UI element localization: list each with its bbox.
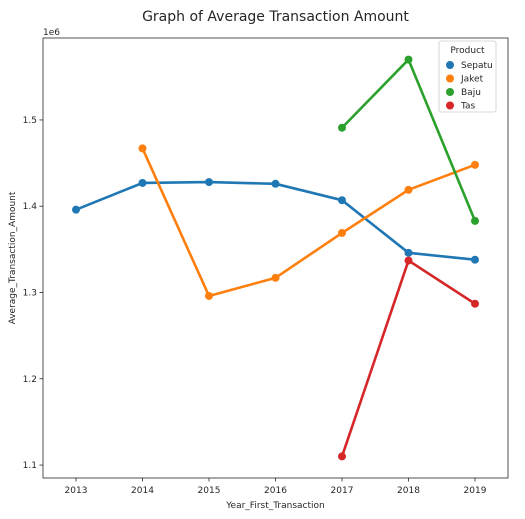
series-baju: [338, 55, 479, 225]
x-tick-label: 2018: [397, 486, 420, 496]
legend-marker: [446, 101, 454, 110]
data-point: [404, 185, 413, 194]
data-point: [271, 273, 280, 282]
data-point: [205, 291, 213, 300]
x-axis-label: Year_First_Transaction: [225, 501, 324, 511]
legend: Product Sepatu Jaket Baju Tas: [438, 40, 497, 113]
data-point: [138, 178, 147, 187]
y-axis-label: Average_Transaction_Amount: [8, 191, 18, 324]
series-group: [72, 55, 479, 461]
series-line: [340, 259, 477, 458]
x-tick-label: 2019: [464, 486, 487, 496]
data-point: [471, 299, 479, 308]
data-point: [471, 160, 479, 169]
legend-item-sepatu: Sepatu: [446, 61, 493, 71]
series-jaket: [138, 144, 479, 300]
legend-label: Jaket: [460, 75, 484, 85]
legend-label: Baju: [461, 88, 481, 98]
data-point: [338, 123, 346, 132]
y-tick-label: 1.2: [23, 375, 37, 385]
series-line: [74, 180, 477, 262]
data-point: [404, 256, 413, 265]
data-point: [338, 452, 346, 461]
x-tick-label: 2014: [131, 486, 154, 496]
series-sepatu: [72, 178, 479, 264]
x-axis-ticks: 2013 2014 2015 2016 2017 2018 2019: [65, 478, 487, 496]
data-point: [205, 178, 213, 187]
x-tick-label: 2013: [65, 486, 88, 496]
legend-item-jaket: Jaket: [446, 74, 484, 85]
legend-label: Sepatu: [461, 61, 493, 71]
legend-items: Sepatu Jaket Baju Tas: [446, 61, 493, 112]
y-axis-ticks: 1.1 1.2 1.3 1.4 1.5: [23, 116, 43, 471]
y-tick-label: 1.5: [23, 116, 37, 126]
legend-marker: [446, 88, 454, 96]
legend-item-tas: Tas: [446, 101, 476, 112]
legend-marker: [446, 74, 454, 83]
data-point: [338, 196, 346, 205]
y-tick-label: 1.4: [23, 202, 38, 212]
data-point: [471, 216, 479, 225]
x-tick-label: 2017: [331, 486, 354, 496]
data-point: [404, 55, 413, 64]
data-point: [471, 255, 479, 264]
data-point: [138, 144, 147, 153]
plot-area-frame: [42, 37, 509, 479]
data-point: [404, 248, 413, 257]
series-tas: [338, 256, 479, 461]
data-point: [72, 205, 80, 214]
y-tick-label: 1.1: [23, 461, 37, 471]
chart-title: Graph of Average Transaction Amount: [142, 9, 409, 25]
legend-label: Tas: [460, 102, 476, 112]
data-point: [271, 179, 280, 188]
x-tick-label: 2016: [264, 486, 287, 496]
y-tick-label: 1.3: [23, 289, 37, 299]
legend-marker: [446, 61, 454, 69]
legend-item-baju: Baju: [446, 88, 481, 98]
data-point: [338, 228, 346, 237]
series-line: [141, 147, 477, 298]
legend-title: Product: [450, 46, 485, 56]
y-axis-offset-text: 1e6: [43, 28, 60, 38]
x-tick-label: 2015: [198, 486, 221, 496]
